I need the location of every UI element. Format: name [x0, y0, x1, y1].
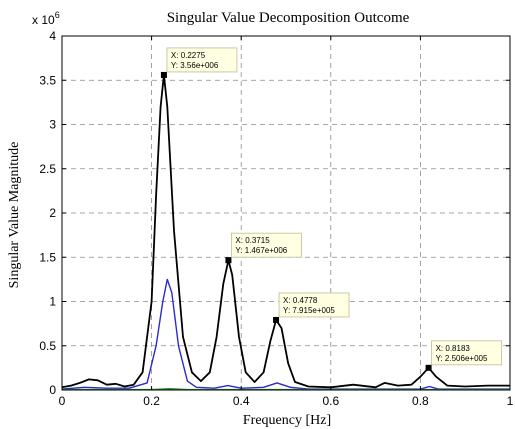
y-tick-label: 0 — [49, 383, 56, 397]
x-tick-label: 0.4 — [233, 394, 250, 408]
x-tick-label: 0 — [59, 394, 66, 408]
y-tick-label: 0.5 — [39, 339, 56, 353]
y-axis-label: Singular Value Magnitude — [7, 142, 22, 289]
x-tick-label: 0.2 — [143, 394, 160, 408]
datatip-box — [231, 232, 302, 258]
datatip-y-label: Y: 1.467e+006 — [235, 246, 287, 255]
datatip-box — [431, 340, 502, 366]
y-tick-label: 3 — [49, 118, 56, 132]
x-tick-label: 0.6 — [322, 394, 339, 408]
datatip-marker — [160, 71, 167, 78]
y-tick-label: 3.5 — [39, 73, 56, 87]
datatip-box — [166, 47, 238, 73]
y-tick-label: 1 — [49, 295, 56, 309]
datatip-box — [278, 292, 350, 318]
chart-title: Singular Value Decomposition Outcome — [167, 10, 410, 26]
datatip-marker — [425, 364, 432, 371]
x-tick-label: 0.8 — [412, 394, 429, 408]
datatip-y-label: Y: 3.56e+006 — [171, 61, 219, 70]
datatip-y-label: Y: 7.915e+005 — [283, 306, 335, 315]
series-line-1 — [61, 74, 510, 389]
datatip-x-label: X: 0.3715 — [235, 236, 270, 245]
plot-area: 0 0.2 0.4 0.6 0.8 1 0 0.5 1 1.5 2 2.5 3 3.5 4 X: 0.2275… — [39, 29, 513, 408]
y-tick-label: 4 — [49, 29, 56, 43]
y-tick-label: 1.5 — [39, 250, 56, 264]
datatip-y-label: Y: 2.506e+005 — [436, 354, 488, 363]
datatip-x-label: X: 0.4778 — [283, 296, 318, 305]
y-exponent-label: x 106 — [32, 10, 60, 27]
datatip-marker — [273, 316, 280, 323]
datatip-x-label: X: 0.8183 — [436, 344, 471, 353]
x-tick-label: 1 — [507, 394, 514, 408]
datatip-marker — [225, 257, 232, 264]
datatip-x-label: X: 0.2275 — [171, 51, 206, 60]
x-axis-label: Frequency [Hz] — [243, 413, 331, 428]
y-tick-label: 2.5 — [39, 162, 56, 176]
y-tick-label: 2 — [49, 206, 56, 220]
